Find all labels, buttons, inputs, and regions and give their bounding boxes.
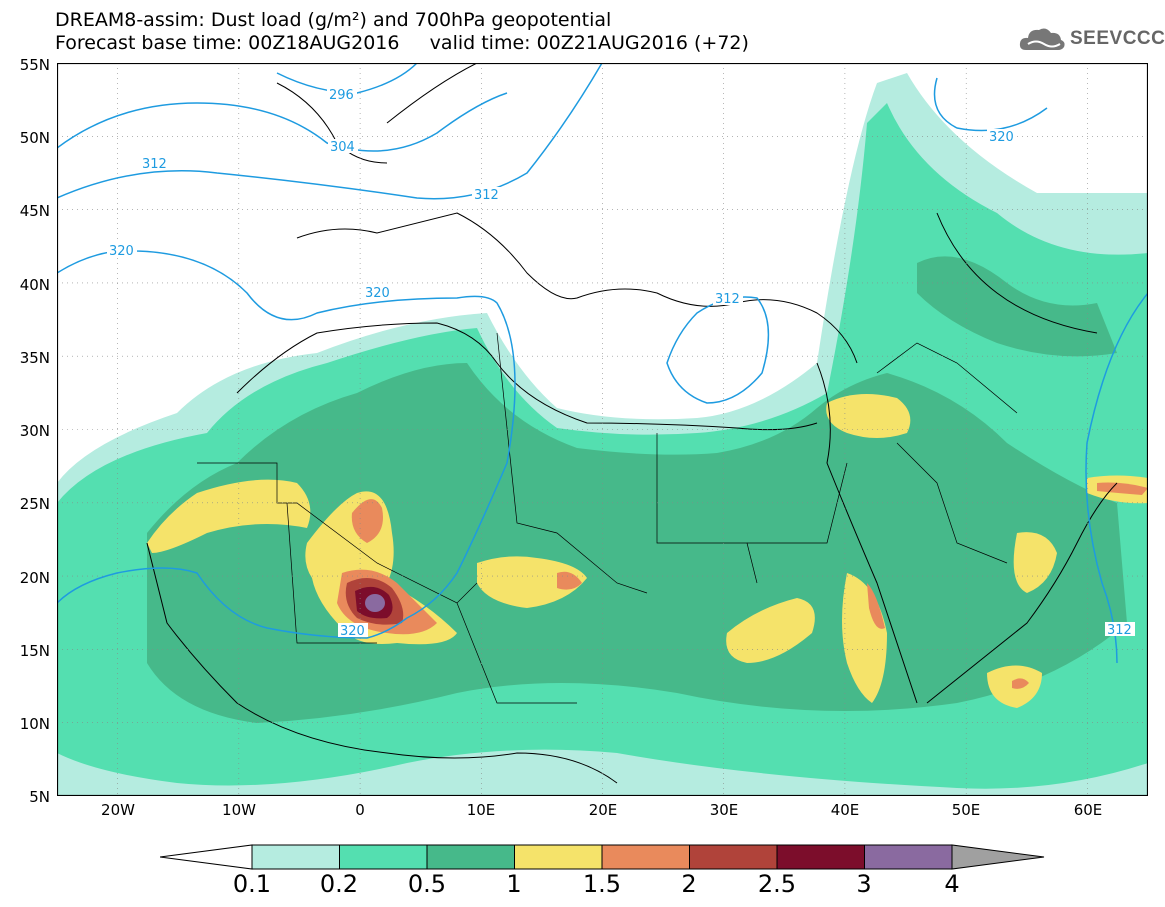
lon-label-30e: 30E [709, 801, 739, 819]
cloud-logo-icon [1019, 28, 1065, 50]
colorbar-label-4: 4 [944, 870, 960, 898]
lat-label-40n: 40N [19, 276, 50, 294]
seevccc-logo: SEEVCCC [1018, 22, 1165, 56]
lat-label-50n: 50N [19, 129, 50, 147]
colorbar-max-triangle [951, 844, 1045, 870]
colorbar-label-2: 2 [681, 870, 697, 898]
geopotential-contours [57, 63, 1148, 664]
contour-label-320-north: 320 [989, 130, 1014, 145]
lon-label-10e: 10E [466, 801, 496, 819]
forecast-time-subtitle: Forecast base time: 00Z18AUG2016 valid t… [55, 32, 749, 54]
colorbar-label-0-1: 0.1 [232, 870, 272, 898]
colorbar-bin-3 [514, 844, 603, 870]
lat-label-30n: 30N [19, 422, 50, 440]
lon-label-0: 0 [355, 801, 365, 819]
colorbar-bin-6 [776, 844, 865, 870]
logo-text: SEEVCCC [1070, 28, 1165, 49]
contour-label-320-sahel: 320 [340, 624, 365, 639]
colorbar-bin-4 [601, 844, 690, 870]
lon-label-50e: 50E [951, 801, 981, 819]
lat-label-10n: 10N [19, 715, 50, 733]
lon-label-20e: 20E [588, 801, 618, 819]
map-title: DREAM8-assim: Dust load (g/m²) and 700hP… [55, 9, 612, 31]
lon-label-60e: 60E [1073, 801, 1103, 819]
lat-label-35n: 35N [19, 349, 50, 367]
colorbar-label-0-2: 0.2 [319, 870, 359, 898]
colorbar-label-2-5: 2.5 [757, 870, 797, 898]
contour-label-312-aegean: 312 [715, 292, 740, 307]
colorbar-label-3: 3 [856, 870, 872, 898]
contour-label-296: 296 [329, 88, 354, 103]
dust-layer-3 [365, 594, 385, 612]
colorbar-bin-1 [339, 844, 428, 870]
lon-label-20w: 20W [101, 801, 135, 819]
map-frame [57, 63, 1148, 796]
lat-lon-grid [57, 63, 1148, 796]
colorbar [160, 844, 1045, 870]
contour-label-312-alps: 312 [474, 188, 499, 203]
lat-label-15n: 15N [19, 642, 50, 660]
colorbar-label-1-5: 1.5 [582, 870, 622, 898]
lat-label-20n: 20N [19, 569, 50, 587]
lat-label-5n: 5N [29, 788, 50, 806]
lon-label-10w: 10W [222, 801, 256, 819]
lat-label-25n: 25N [19, 495, 50, 513]
dust-load-map: 296 304 312 312 320 320 312 320 312 320 [57, 63, 1148, 796]
colorbar-bin-0 [251, 844, 340, 870]
lon-label-40e: 40E [830, 801, 860, 819]
colorbar-min-triangle [160, 844, 253, 870]
colorbar-label-0-5: 0.5 [407, 870, 447, 898]
contour-label-304: 304 [330, 140, 355, 155]
contour-label-312-east: 312 [1107, 623, 1132, 638]
contour-label-320-atlantic: 320 [109, 244, 134, 259]
lat-label-55n: 55N [19, 56, 50, 74]
contour-label-312-west: 312 [142, 157, 167, 172]
colorbar-bin-2 [426, 844, 515, 870]
colorbar-label-1: 1 [506, 870, 522, 898]
lat-label-45n: 45N [19, 202, 50, 220]
colorbar-bin-5 [689, 844, 778, 870]
colorbar-bin-7 [864, 844, 953, 870]
contour-label-320-med: 320 [365, 286, 390, 301]
contour-labels: 296 304 312 312 320 320 312 320 312 320 [107, 87, 1135, 639]
